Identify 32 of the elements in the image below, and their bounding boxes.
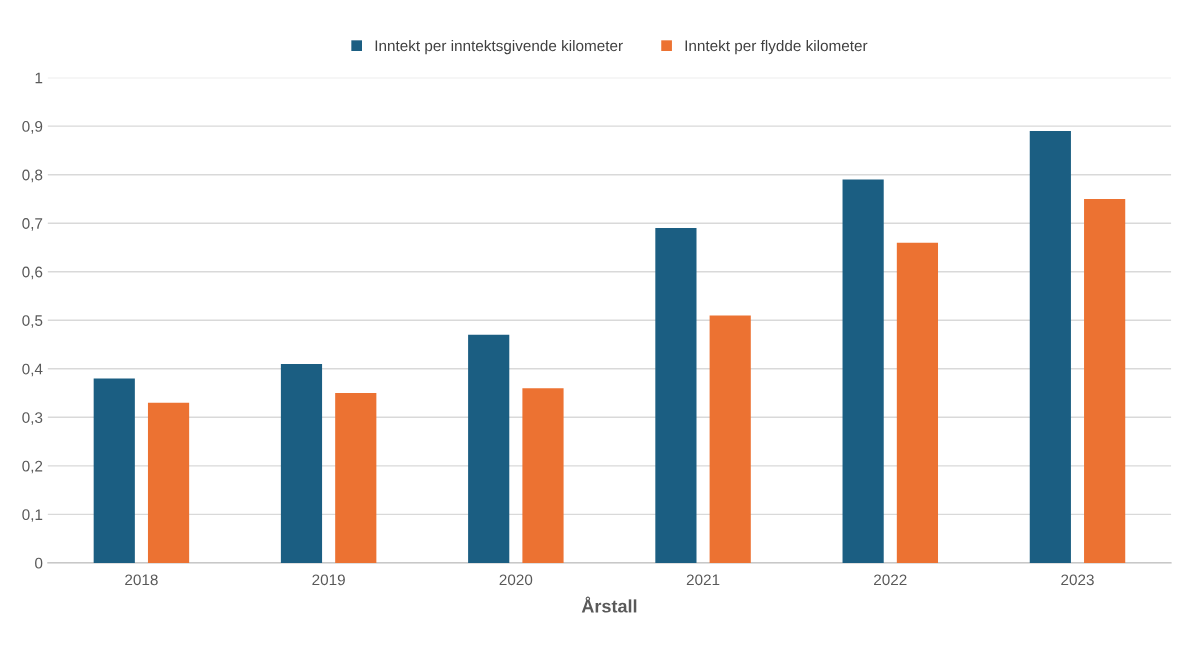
y-tick-label: 0,5: [22, 315, 43, 328]
x-tick-label: 2023: [1061, 574, 1094, 586]
bar: [93, 378, 135, 563]
y-tick-label: 0,4: [22, 363, 43, 377]
y-tick-label: 0,1: [22, 509, 43, 522]
y-tick-label: 1: [35, 72, 43, 84]
y-tick-label: 0,3: [22, 412, 43, 425]
y-tick-label: 0,2: [22, 460, 43, 474]
x-tick-label: 2019: [312, 574, 345, 586]
bar: [709, 315, 751, 563]
x-tick-label: 2018: [125, 574, 158, 586]
y-tick-label: 0,8: [22, 169, 43, 183]
y-tick-label: 0: [35, 557, 43, 569]
y-tick-label: 0,9: [22, 121, 43, 134]
x-tick-label: 2022: [874, 574, 907, 586]
bar: [147, 402, 190, 563]
y-tick-label: 0,7: [22, 218, 43, 231]
x-tick-label: 2021: [686, 574, 720, 586]
legend-label: Inntekt per inntektsgivende kilometer: [375, 39, 623, 55]
legend-label: Inntekt per flydde kilometer: [685, 39, 868, 55]
bar: [522, 388, 564, 563]
bar: [1029, 131, 1071, 563]
bar: [280, 363, 323, 563]
bar: [655, 228, 697, 563]
y-tick-label: 0,6: [22, 266, 43, 280]
bar: [896, 242, 939, 563]
bar: [468, 334, 510, 563]
bar: [842, 179, 884, 563]
bar: [335, 393, 377, 563]
x-tick-label: 2020: [499, 574, 533, 586]
x-axis-title: Årstall: [581, 596, 637, 613]
bar: [1084, 198, 1126, 563]
